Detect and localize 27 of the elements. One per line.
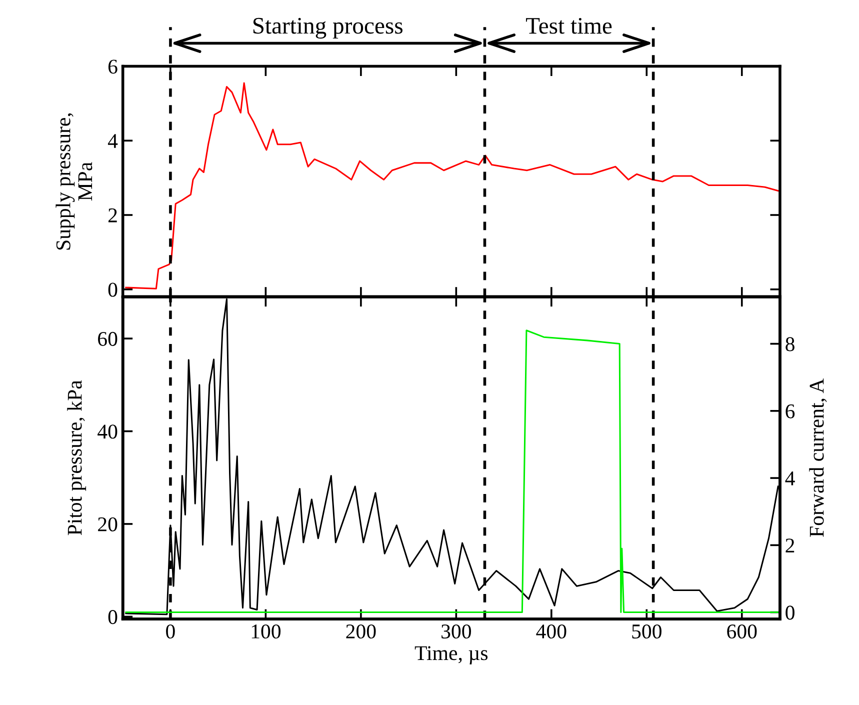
line-series xyxy=(125,82,779,290)
y-tick-label: 4 xyxy=(108,134,118,148)
y-tick-label: 0 xyxy=(108,610,118,624)
x-tick-label: 500 xyxy=(632,624,662,639)
y2-axis-title: Forward current, A xyxy=(809,378,827,537)
x-tick-label: 300 xyxy=(442,624,471,639)
x-tick-label: 100 xyxy=(252,624,281,639)
y-tick-label: 0 xyxy=(108,282,118,297)
y-tick-label: 60 xyxy=(98,332,118,346)
y2-tick-label: 0 xyxy=(786,606,794,620)
x-tick-label: 0 xyxy=(166,624,175,639)
y-tick-label: 2 xyxy=(108,208,117,222)
y-tick-label: 6 xyxy=(108,60,118,74)
y2-tick-label: 8 xyxy=(786,337,794,352)
x-tick-label: 400 xyxy=(536,624,566,639)
x-axis-title: Time, µs xyxy=(414,646,488,664)
y-tick-label: 40 xyxy=(98,424,118,439)
y2-tick-label: 6 xyxy=(786,404,795,418)
x-tick-label: 200 xyxy=(346,624,376,639)
text: Starting process xyxy=(253,18,402,39)
y2-tick-label: 2 xyxy=(786,538,794,552)
text: Test time xyxy=(526,18,612,34)
y2-tick-label: 4 xyxy=(785,472,795,486)
y-tick-label: 20 xyxy=(98,517,118,532)
y-axis-title: Pitot pressure, kPa xyxy=(67,380,86,536)
x-tick-label: 600 xyxy=(727,624,757,639)
y-axis-title: Supply pressure, MPa xyxy=(56,113,92,250)
